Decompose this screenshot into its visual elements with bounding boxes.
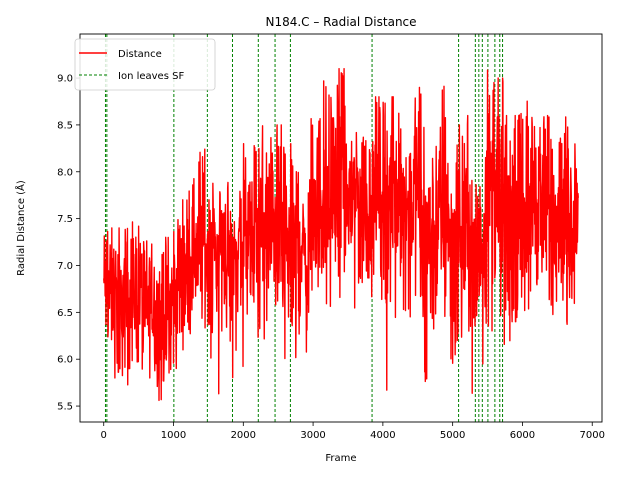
y-axis-label: Radial Distance (Å) — [14, 180, 27, 276]
chart-title: N184.C – Radial Distance — [265, 15, 416, 29]
x-tick-label: 2000 — [231, 430, 256, 441]
distance-line — [103, 67, 579, 402]
y-tick-label: 9.0 — [57, 74, 73, 85]
y-axis-ticks: 5.5 6.0 6.5 7.0 7.5 8.0 8.5 9.0 — [57, 74, 80, 413]
legend-event-label: Ion leaves SF — [118, 71, 184, 82]
x-axis-ticks: 0 1000 2000 3000 4000 5000 6000 7000 — [101, 422, 605, 441]
legend: Distance Ion leaves SF — [74, 38, 216, 91]
x-tick-label: 1000 — [161, 430, 186, 441]
legend-box — [74, 38, 216, 91]
distance-series — [103, 67, 579, 402]
y-tick-label: 7.0 — [57, 261, 73, 272]
x-tick-label: 4000 — [370, 430, 395, 441]
x-tick-label: 5000 — [440, 430, 465, 441]
y-tick-label: 6.5 — [57, 308, 73, 319]
plot-area — [103, 34, 579, 422]
legend-distance-label: Distance — [118, 49, 162, 60]
y-tick-label: 8.0 — [57, 167, 73, 178]
y-tick-label: 8.5 — [57, 120, 73, 131]
y-tick-label: 7.5 — [57, 214, 73, 225]
x-tick-label: 6000 — [510, 430, 535, 441]
x-tick-label: 7000 — [580, 430, 605, 441]
y-tick-label: 6.0 — [57, 355, 73, 366]
axes-frame — [79, 33, 603, 423]
x-tick-label: 3000 — [300, 430, 325, 441]
y-tick-label: 5.5 — [57, 402, 73, 413]
x-axis-label: Frame — [325, 453, 356, 464]
x-tick-label: 0 — [101, 430, 107, 441]
